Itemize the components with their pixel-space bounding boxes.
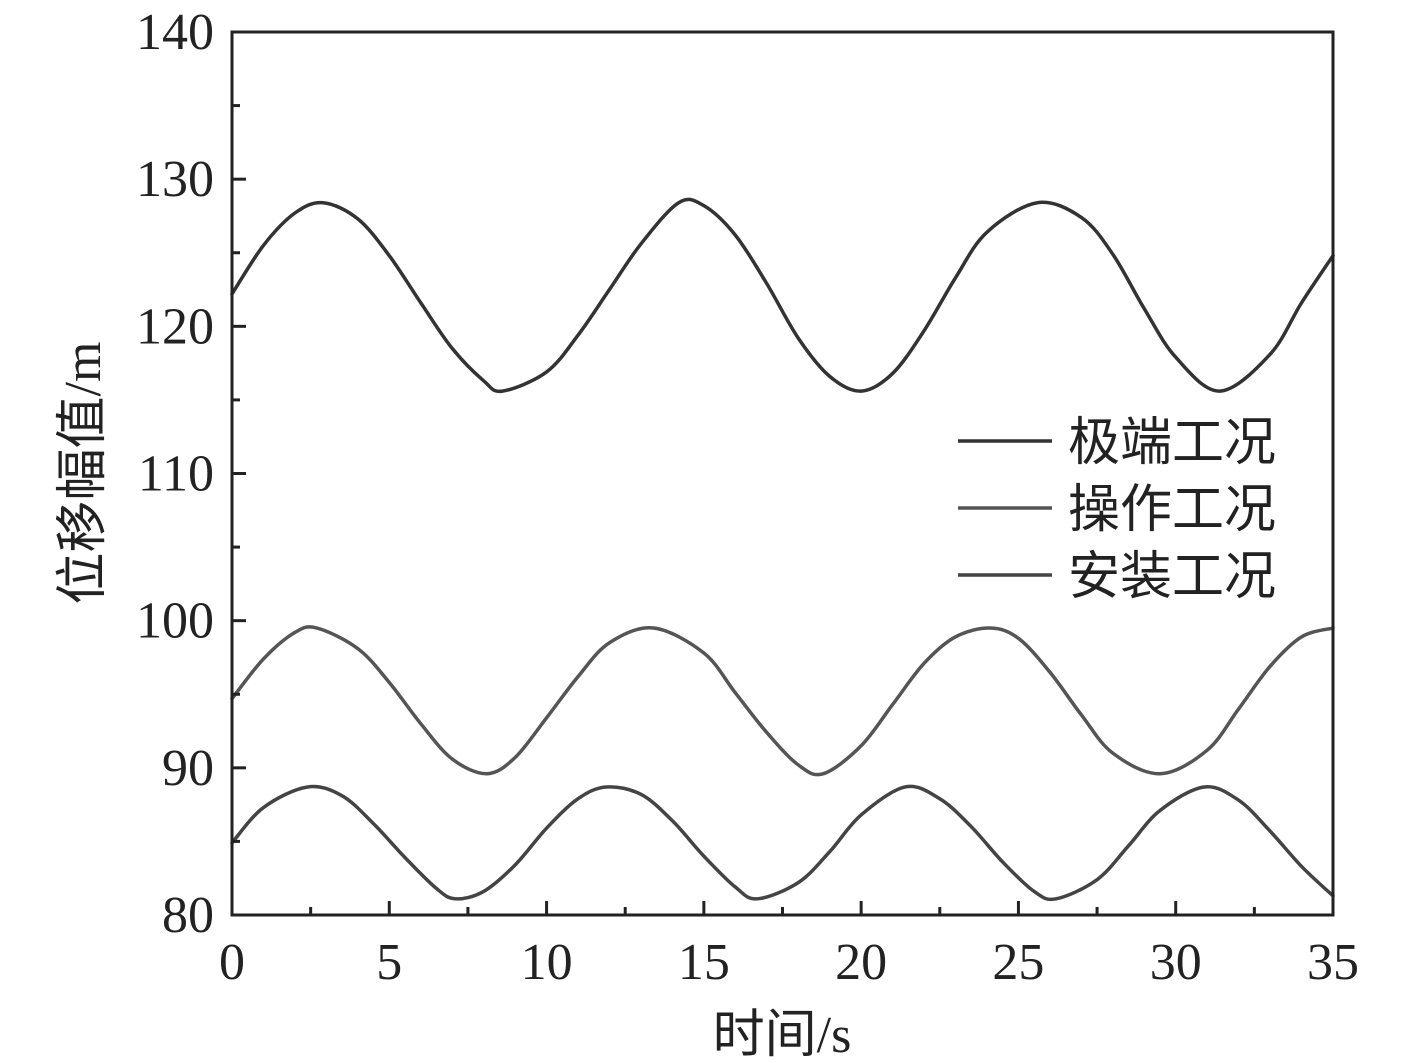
series-line-3 [230, 784, 1335, 902]
y-tick-label: 130 [136, 151, 214, 208]
tick-layer: 0 5 10 15 20 25 30 35 80 90 100 110 120 130 140 [136, 4, 1359, 991]
x-tick-label: 5 [376, 934, 402, 991]
x-tick-label: 30 [1150, 934, 1202, 991]
y-tick-label: 100 [136, 593, 214, 650]
y-tick-label: 140 [136, 4, 214, 61]
y-tick-label: 110 [138, 446, 214, 503]
plot-frame [230, 30, 1335, 917]
y-axis-title: 位移幅值/m [55, 342, 112, 605]
x-tick-label: 0 [219, 934, 245, 991]
x-axis-title: 时间/s [713, 1007, 852, 1063]
x-tick-label: 25 [992, 934, 1044, 991]
x-tick-label: 35 [1307, 934, 1359, 991]
series-layer [230, 197, 1335, 902]
legend-label-3: 安装工况 [1068, 549, 1276, 606]
y-tick-label: 90 [162, 740, 214, 797]
series-line-1 [230, 197, 1335, 394]
series-line-2 [230, 625, 1335, 777]
y-tick-label: 80 [162, 887, 214, 944]
x-tick-label: 15 [678, 934, 730, 991]
legend-label-2: 操作工况 [1068, 482, 1276, 539]
x-tick-label: 10 [521, 934, 573, 991]
legend-label-1: 极端工况 [1068, 415, 1276, 472]
x-tick-label: 20 [835, 934, 887, 991]
y-tick-label: 120 [136, 298, 214, 355]
